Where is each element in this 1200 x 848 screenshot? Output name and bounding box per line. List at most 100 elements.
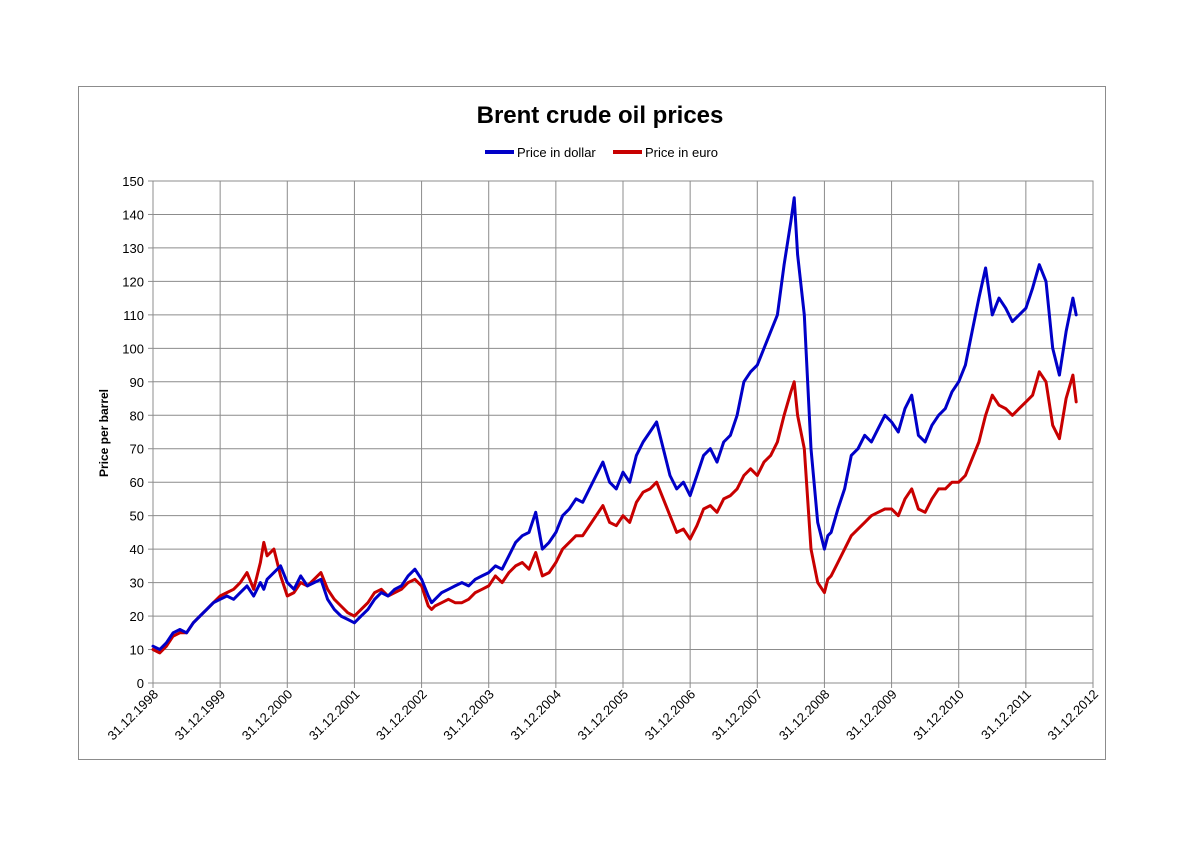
data-point-dollar — [816, 521, 819, 524]
data-point-dollar — [286, 581, 289, 584]
data-point-dollar — [507, 554, 511, 557]
data-point-dollar — [917, 434, 920, 437]
data-point-euro — [333, 598, 336, 601]
data-point-dollar — [527, 531, 531, 534]
data-point-dollar — [433, 598, 437, 601]
data-point-dollar — [635, 454, 638, 457]
data-point-euro — [769, 454, 772, 457]
data-point-euro — [803, 447, 806, 450]
data-point-dollar — [1004, 307, 1007, 310]
data-point-euro — [339, 604, 343, 608]
data-point-euro — [1004, 407, 1007, 410]
data-point-dollar — [1011, 320, 1014, 323]
y-tick-label: 120 — [122, 274, 144, 289]
data-point-euro — [709, 504, 712, 507]
data-point-euro — [1031, 394, 1034, 397]
data-point-euro — [494, 574, 497, 578]
data-point-euro — [937, 487, 940, 491]
y-tick-label: 110 — [123, 308, 144, 323]
data-point-dollar — [641, 440, 645, 444]
x-axis-ticks: 31.12.1998 31.12.1999 31.12.2000 31.12.2001… — [104, 683, 1101, 743]
data-point-euro — [970, 457, 974, 460]
data-point-dollar — [662, 447, 665, 450]
series-line-euro — [151, 370, 1078, 655]
data-point-dollar — [430, 601, 433, 604]
data-point-euro — [588, 524, 591, 527]
data-point-euro — [594, 514, 598, 517]
y-axis-ticks: 0 10 20 30 40 50 60 70 80 90 100 110 120 130 140 150 — [122, 174, 153, 691]
data-point-euro — [1051, 424, 1054, 427]
data-point-euro — [903, 497, 907, 501]
data-point-dollar — [709, 447, 712, 450]
data-point-dollar — [615, 487, 618, 491]
data-point-euro — [165, 645, 168, 648]
data-point-euro — [648, 487, 652, 491]
x-tick-label: 31.12.2002 — [373, 687, 430, 744]
data-point-euro — [561, 547, 564, 551]
data-point-dollar — [722, 440, 725, 444]
x-tick-label: 31.12.1998 — [104, 687, 161, 744]
data-point-dollar — [944, 407, 947, 410]
y-tick-label: 70 — [130, 442, 144, 457]
data-point-dollar — [346, 618, 349, 621]
data-point-euro — [695, 524, 699, 527]
data-point-dollar — [380, 591, 383, 594]
data-point-dollar — [420, 578, 423, 581]
data-point-euro — [742, 474, 746, 477]
data-point-dollar — [628, 481, 631, 484]
data-point-euro — [178, 631, 182, 634]
data-point-dollar — [393, 588, 396, 591]
legend-label-dollar: Price in dollar — [517, 145, 596, 160]
data-point-dollar — [192, 621, 195, 624]
data-point-dollar — [574, 497, 578, 501]
data-point-euro — [272, 547, 276, 551]
data-point-dollar — [218, 598, 222, 601]
data-point-dollar — [675, 487, 678, 491]
data-point-euro — [776, 440, 779, 444]
data-point-euro — [1064, 397, 1068, 400]
data-point-euro — [286, 594, 289, 598]
data-point-dollar — [225, 594, 229, 598]
data-point-dollar — [930, 424, 934, 427]
data-point-euro — [312, 578, 316, 581]
data-point-dollar — [863, 434, 866, 437]
data-point-dollar — [447, 588, 450, 591]
data-point-dollar — [413, 568, 417, 571]
data-point-euro — [793, 380, 796, 383]
y-tick-label: 10 — [130, 643, 144, 658]
data-point-dollar — [850, 454, 853, 457]
data-point-dollar — [306, 584, 309, 588]
y-tick-label: 90 — [130, 375, 144, 390]
data-point-euro — [735, 487, 739, 491]
data-point-euro — [420, 584, 423, 588]
data-point-dollar — [359, 614, 363, 618]
data-point-euro — [957, 481, 960, 484]
data-point-euro — [326, 588, 329, 591]
data-point-dollar — [453, 584, 457, 588]
data-point-euro — [406, 581, 410, 584]
data-point-euro — [433, 604, 437, 608]
data-point-euro — [923, 511, 927, 514]
data-point-euro — [668, 514, 672, 517]
data-point-euro — [380, 588, 383, 591]
data-point-dollar — [406, 574, 410, 578]
data-point-euro — [950, 481, 954, 484]
y-tick-label: 100 — [122, 341, 144, 356]
data-point-dollar — [1017, 313, 1021, 317]
data-point-dollar — [594, 474, 598, 477]
data-point-dollar — [695, 474, 699, 477]
x-tick-label: 31.12.2003 — [440, 687, 497, 744]
data-point-dollar — [950, 390, 954, 393]
data-point-euro — [447, 598, 450, 601]
data-point-euro — [826, 578, 829, 581]
x-tick-label: 31.12.2008 — [776, 687, 833, 744]
data-point-euro — [688, 537, 692, 541]
data-point-euro — [151, 648, 155, 651]
data-point-euro — [1011, 414, 1014, 417]
data-point-dollar — [1075, 313, 1078, 317]
data-point-dollar — [1064, 330, 1068, 333]
data-point-dollar — [400, 584, 403, 588]
data-point-euro — [507, 571, 511, 574]
data-point-dollar — [890, 420, 893, 424]
